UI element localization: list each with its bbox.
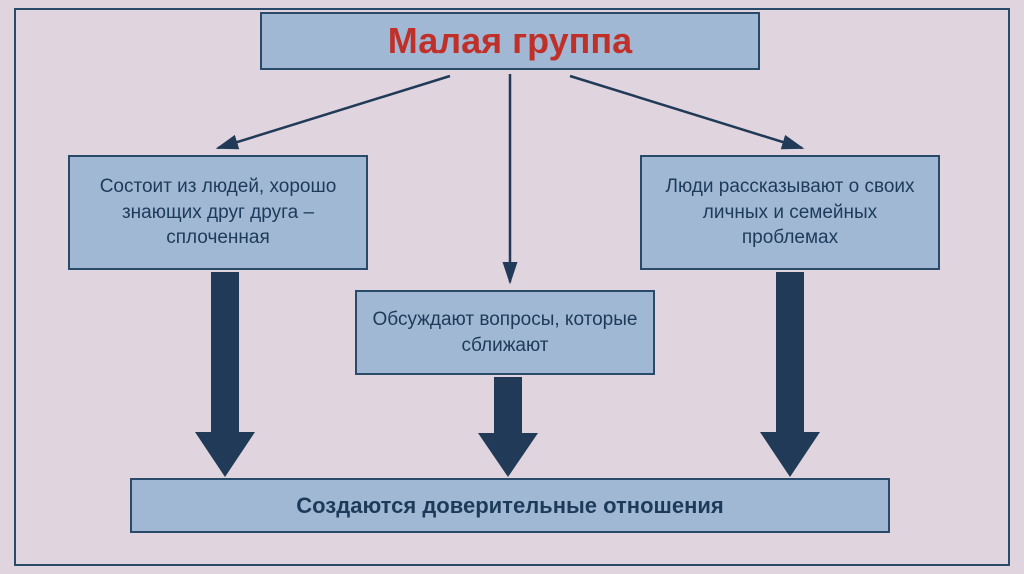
middle-text: Обсуждают вопросы, которые сближают (371, 307, 639, 358)
thick-arrow-right (760, 272, 820, 478)
left-text: Состоит из людей, хорошо знающих друг др… (84, 174, 352, 251)
title-text: Малая группа (388, 20, 632, 62)
right-box: Люди рассказывают о своих личных и семей… (640, 155, 940, 270)
thick-arrow-left (195, 272, 255, 478)
title-box: Малая группа (260, 12, 760, 70)
arrow-title-to-left (200, 70, 460, 160)
left-box: Состоит из людей, хорошо знающих друг др… (68, 155, 368, 270)
thick-arrow-middle (478, 377, 538, 478)
arrow-title-to-middle (490, 70, 530, 292)
right-text: Люди рассказывают о своих личных и семей… (656, 174, 924, 251)
arrow-title-to-right (560, 70, 820, 160)
middle-box: Обсуждают вопросы, которые сближают (355, 290, 655, 375)
bottom-text: Создаются доверительные отношения (296, 493, 723, 519)
bottom-box: Создаются доверительные отношения (130, 478, 890, 533)
